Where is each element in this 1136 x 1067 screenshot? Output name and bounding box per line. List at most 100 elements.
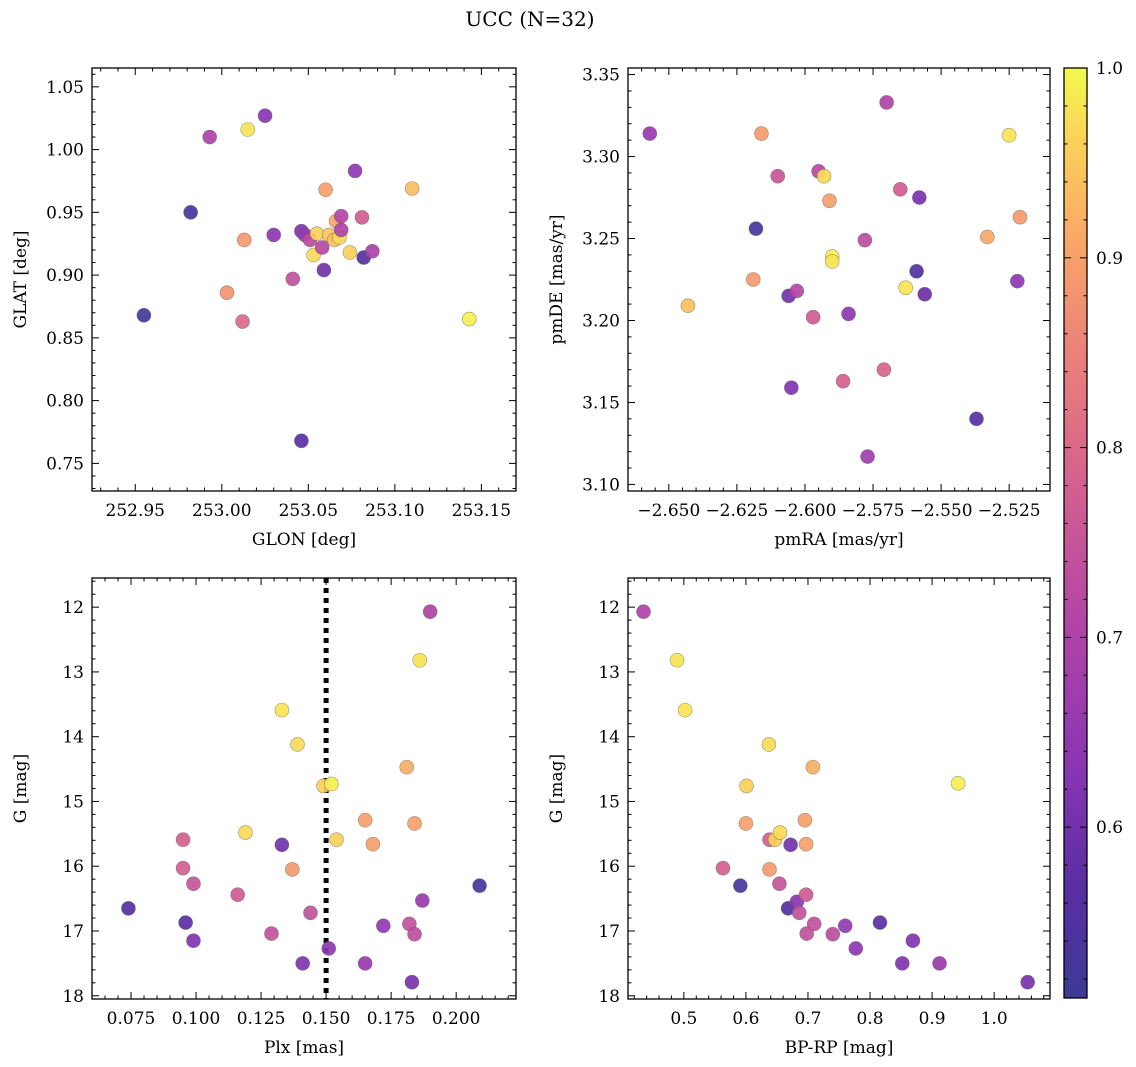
data-point xyxy=(357,812,373,828)
data-point xyxy=(872,915,888,930)
y-tick-label: 3.25 xyxy=(582,230,620,250)
data-point xyxy=(1010,273,1025,289)
y-tick-label: 16 xyxy=(598,857,620,877)
data-point xyxy=(797,812,813,828)
data-point xyxy=(285,271,301,287)
y-axis-label: GLAT [deg] xyxy=(11,230,31,328)
data-point xyxy=(1012,209,1028,225)
plot-frame xyxy=(627,67,1051,492)
scatter-points xyxy=(136,108,477,449)
data-point xyxy=(178,915,193,930)
y-tick-label: 0.95 xyxy=(46,203,84,223)
scatter-points xyxy=(121,604,487,990)
data-point xyxy=(376,918,391,934)
x-tick-label: 0.6 xyxy=(732,1009,759,1029)
data-point xyxy=(748,221,764,236)
data-point xyxy=(1001,127,1017,143)
y-axis-label: G [mag] xyxy=(11,754,31,823)
data-point xyxy=(715,860,731,876)
panel-bprp-g: 0.5 0.6 0.7 0.8 0.9 1.0 12 13 14 15 16 17 18 BP-RP [m… xyxy=(547,577,1051,1058)
data-point xyxy=(738,816,754,831)
y-tick-label: 12 xyxy=(62,598,84,618)
x-tick-label: −2.575 xyxy=(842,501,905,521)
colorbar-tick-label: 1.0 xyxy=(1096,59,1123,79)
data-point xyxy=(290,737,305,752)
x-tick-label: −2.550 xyxy=(910,501,973,521)
data-point xyxy=(805,309,821,325)
x-tick-label: 253.15 xyxy=(452,501,511,521)
data-point xyxy=(354,210,370,225)
data-point xyxy=(980,229,995,245)
x-tick-label: 0.5 xyxy=(670,1009,697,1029)
y-tick-label: 18 xyxy=(62,987,84,1007)
data-point xyxy=(798,836,814,852)
y-tick-label: 16 xyxy=(62,857,84,877)
data-point xyxy=(461,311,477,327)
data-point xyxy=(175,832,191,847)
data-point xyxy=(415,893,430,908)
data-point xyxy=(274,837,290,853)
data-point xyxy=(791,905,807,921)
data-point xyxy=(894,956,910,971)
x-tick-label: 0.200 xyxy=(432,1009,481,1029)
y-tick-label: 13 xyxy=(62,663,84,683)
data-point xyxy=(333,222,349,238)
data-point xyxy=(950,776,966,791)
data-point xyxy=(240,122,256,137)
data-point xyxy=(238,825,253,840)
data-point xyxy=(825,926,841,942)
x-tick-label: 0.175 xyxy=(367,1009,416,1029)
data-point xyxy=(357,956,373,971)
data-point xyxy=(876,362,892,377)
x-tick-label: 0.9 xyxy=(919,1009,946,1029)
y-tick-label: 0.85 xyxy=(46,329,84,349)
colorbar-gradient xyxy=(1063,67,1088,999)
data-point xyxy=(1020,974,1035,990)
data-point xyxy=(798,887,814,903)
data-point xyxy=(892,182,908,197)
y-tick-label: 17 xyxy=(62,922,84,942)
data-point xyxy=(219,285,235,300)
data-point xyxy=(183,205,198,220)
data-point xyxy=(324,776,339,792)
data-point xyxy=(642,126,658,141)
data-point xyxy=(822,193,837,209)
data-point xyxy=(680,298,696,314)
data-point xyxy=(733,878,748,893)
data-point xyxy=(136,307,152,323)
data-point xyxy=(412,652,428,668)
x-tick-label: 253.00 xyxy=(192,501,251,521)
x-tick-label: −2.600 xyxy=(774,501,837,521)
data-point xyxy=(824,254,840,269)
panel-plx-g: 0.075 0.100 0.125 0.150 0.175 0.200 12 13 14 15 16… xyxy=(11,577,517,1058)
colorbar: 0.6 0.7 0.8 0.9 1.0 xyxy=(1063,59,1123,999)
y-tick-label: 12 xyxy=(598,598,620,618)
data-point xyxy=(739,778,754,794)
x-tick-label: 253.05 xyxy=(279,501,338,521)
x-axis-label: BP-RP [mag] xyxy=(785,1038,894,1058)
data-point xyxy=(399,759,415,775)
data-point xyxy=(342,245,358,260)
x-tick-label: 0.125 xyxy=(237,1009,286,1029)
data-point xyxy=(912,190,927,205)
data-point xyxy=(236,232,252,248)
y-axis-label: G [mag] xyxy=(547,754,567,823)
data-point xyxy=(841,306,856,322)
data-point xyxy=(316,262,332,278)
x-tick-label: −2.650 xyxy=(637,501,700,521)
y-tick-label: 3.20 xyxy=(582,311,620,331)
data-point xyxy=(772,825,788,840)
data-point xyxy=(321,941,337,956)
scatter-points xyxy=(636,604,1035,990)
data-point xyxy=(365,243,380,259)
data-point xyxy=(806,916,822,932)
data-point xyxy=(761,737,777,752)
data-point xyxy=(917,286,933,302)
data-point xyxy=(860,449,875,464)
y-tick-label: 0.90 xyxy=(46,266,84,286)
x-tick-label: 0.150 xyxy=(302,1009,351,1029)
data-point xyxy=(879,95,894,110)
y-tick-label: 1.00 xyxy=(46,141,84,161)
data-point xyxy=(175,860,191,876)
y-tick-label: 1.05 xyxy=(46,78,84,98)
